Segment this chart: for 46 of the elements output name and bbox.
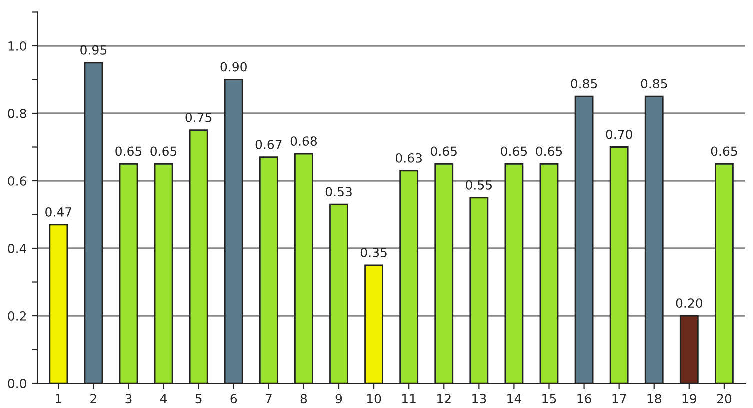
data-label: 0.75 — [186, 112, 212, 122]
x-tick-label: 6 — [230, 394, 238, 404]
x-tick-label: 11 — [402, 394, 416, 404]
x-tick-label: 15 — [542, 394, 556, 404]
x-tick-label: 17 — [612, 394, 626, 404]
x-tick-label: 13 — [472, 394, 486, 404]
x-tick-label: 19 — [682, 394, 696, 404]
x-tick-label: 1 — [56, 394, 62, 404]
data-label: 0.95 — [80, 45, 107, 55]
y-tick-label: 0.8 — [8, 108, 26, 118]
y-tick-label: 0.6 — [8, 176, 26, 186]
data-label: 0.65 — [501, 146, 528, 156]
x-tick-label: 20 — [717, 394, 732, 404]
data-label: 0.85 — [571, 79, 598, 89]
data-label: 0.65 — [536, 146, 562, 156]
x-tick-label: 7 — [266, 394, 272, 404]
x-tick-label: 2 — [90, 394, 96, 404]
y-tick-label: 1.0 — [8, 41, 26, 51]
data-label: 0.70 — [606, 130, 632, 140]
x-tick-label: 10 — [367, 394, 382, 404]
data-label: 0.90 — [220, 62, 247, 72]
x-tick-label: 5 — [196, 394, 202, 404]
y-tick-label: 0.4 — [8, 244, 27, 254]
data-label: 0.85 — [641, 79, 668, 89]
data-label: 0.68 — [290, 136, 318, 146]
y-tick-label: 0.2 — [8, 311, 26, 321]
data-label: 0.53 — [326, 187, 352, 197]
x-tick-label: 12 — [438, 394, 451, 404]
data-label: 0.35 — [360, 248, 387, 258]
x-tick-label: 18 — [648, 394, 662, 404]
data-label: 0.47 — [46, 207, 72, 217]
x-tick-label: 3 — [126, 394, 132, 404]
data-label: 0.65 — [116, 146, 142, 156]
data-label: 0.65 — [431, 146, 457, 156]
x-tick-label: 8 — [300, 394, 308, 404]
x-tick-label: 9 — [336, 394, 342, 404]
data-label: 0.63 — [396, 153, 422, 163]
x-tick-label: 16 — [578, 394, 592, 404]
data-label: 0.65 — [711, 146, 738, 156]
data-label: 0.20 — [676, 298, 702, 308]
data-label: 0.67 — [256, 140, 282, 150]
data-label: 0.55 — [466, 180, 492, 190]
y-tick-label: 0.0 — [8, 378, 26, 388]
x-tick-label: 14 — [508, 394, 522, 404]
data-label: 0.65 — [150, 146, 177, 156]
x-tick-label: 4 — [160, 394, 168, 404]
